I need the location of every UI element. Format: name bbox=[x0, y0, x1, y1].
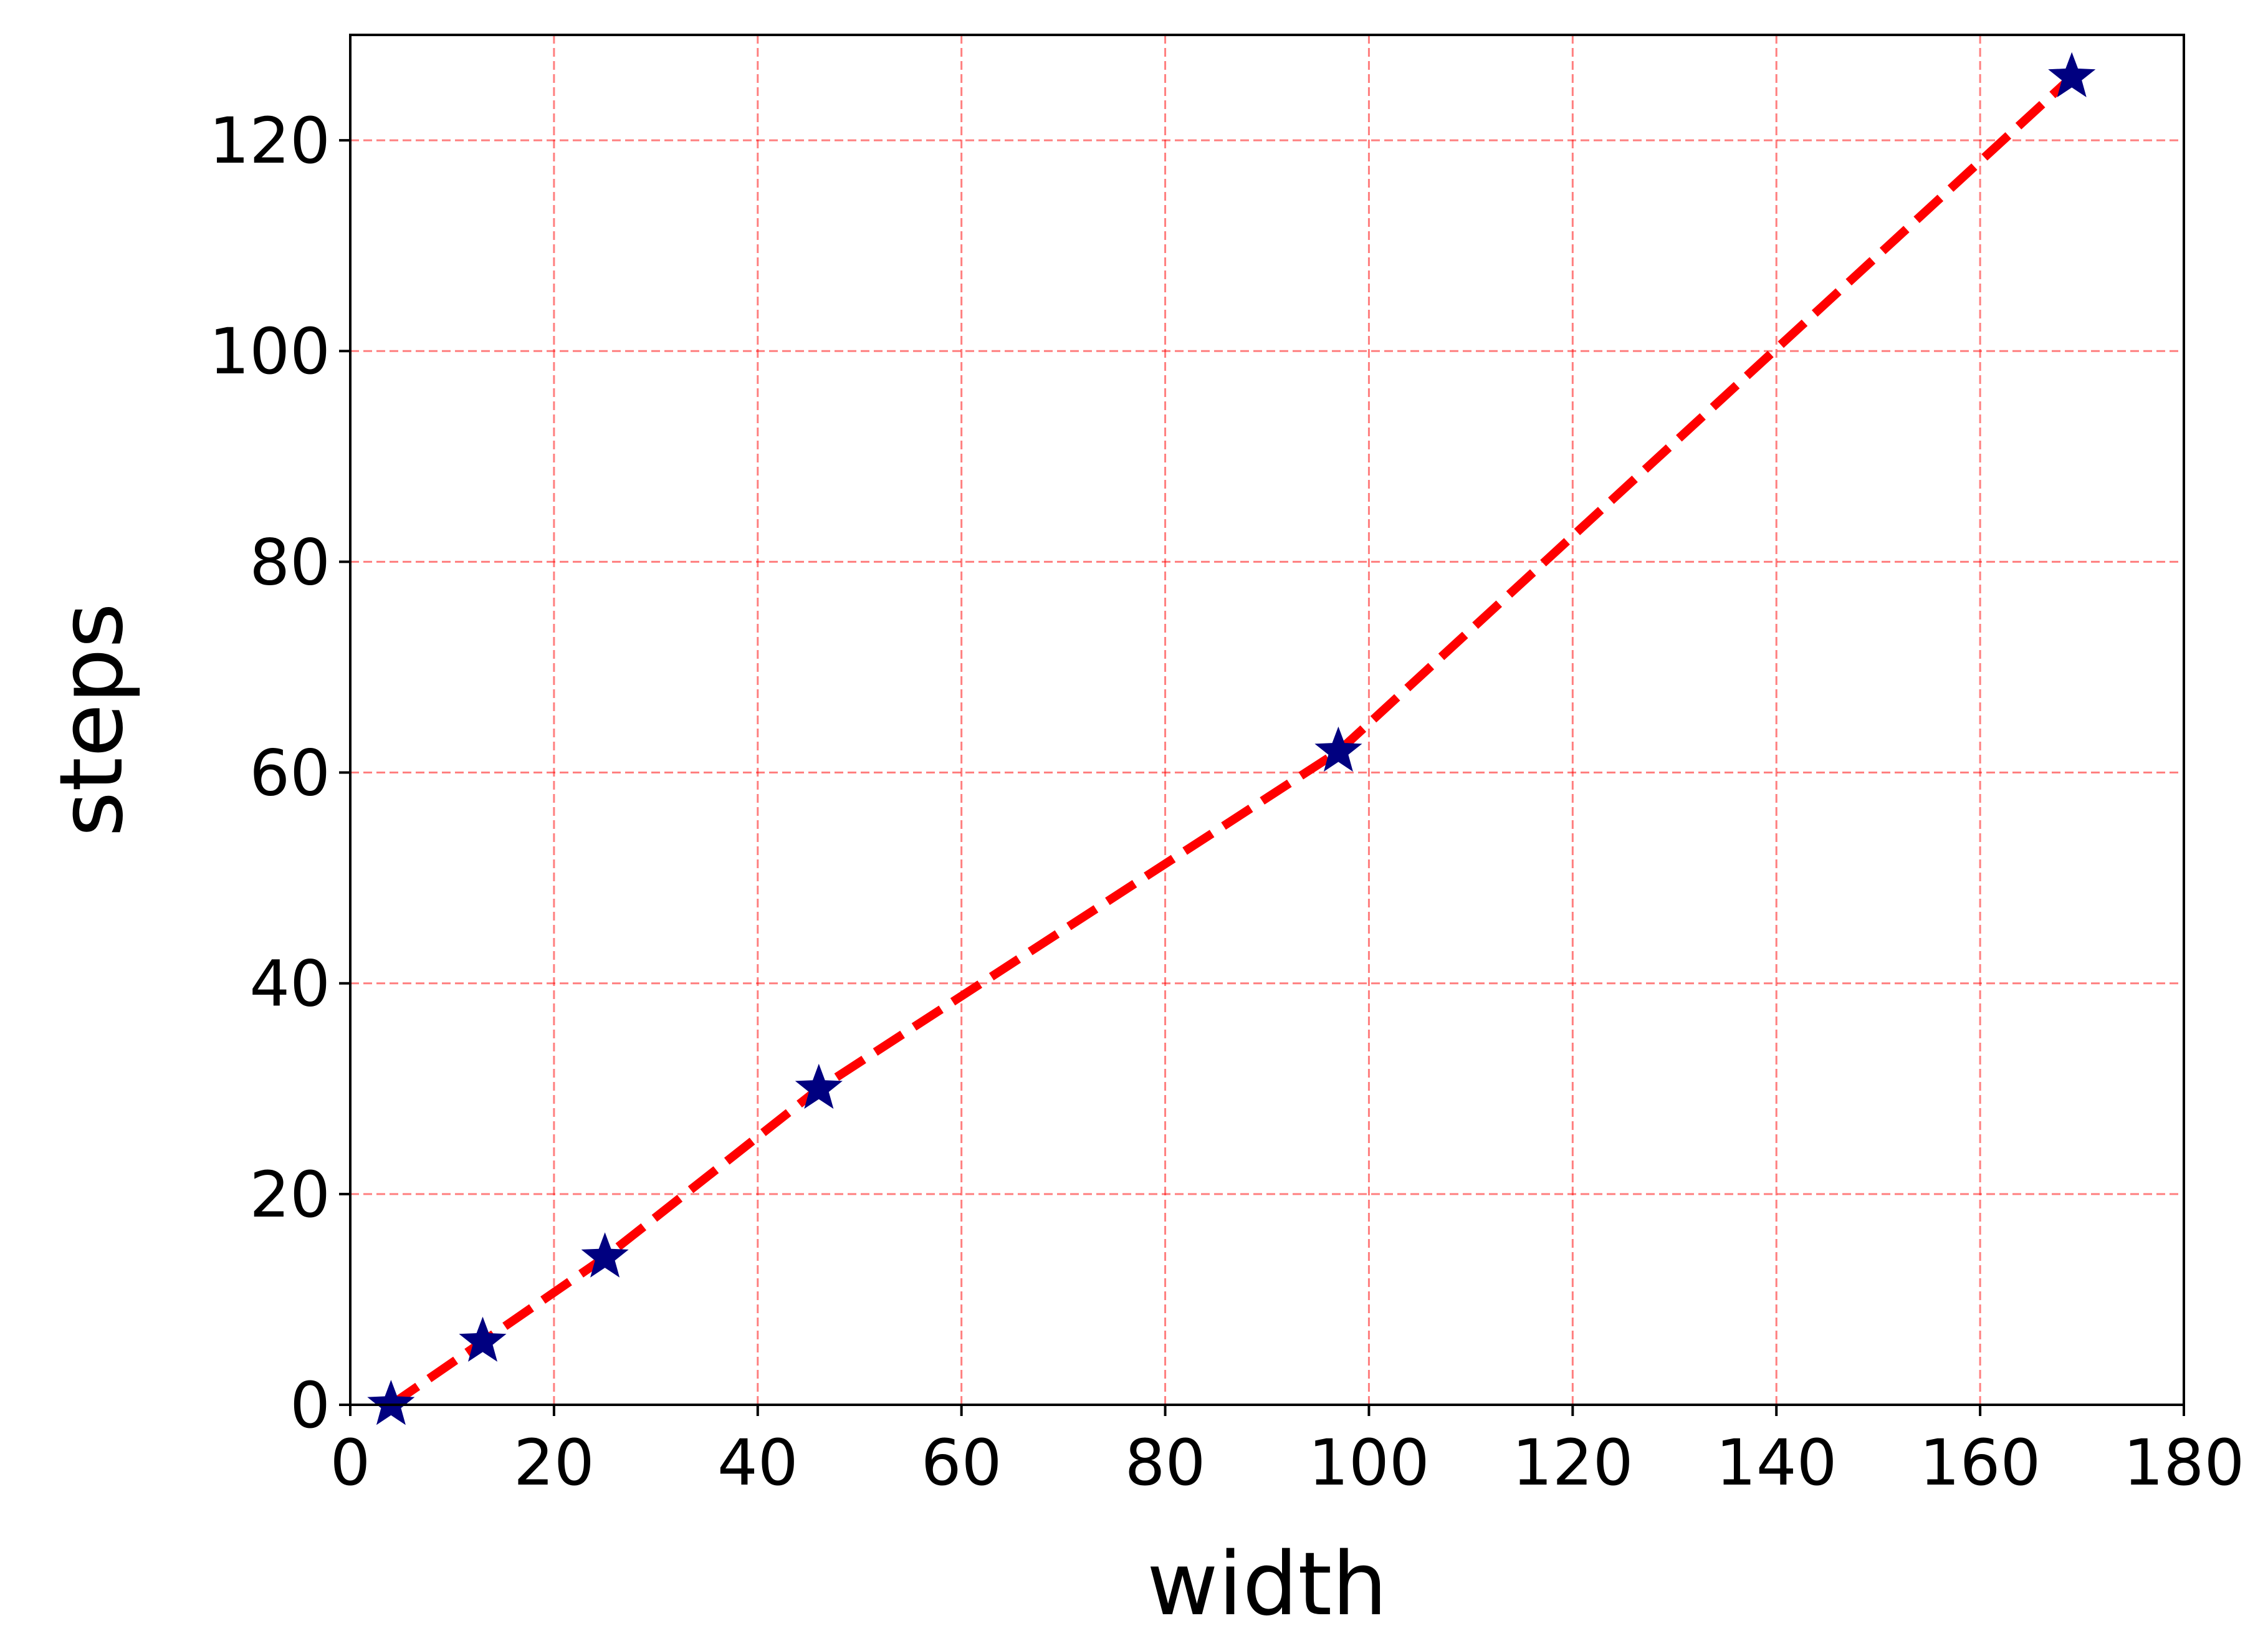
x-tick-label: 20 bbox=[514, 1426, 595, 1500]
star-marker bbox=[795, 1063, 843, 1109]
y-tick-label: 80 bbox=[249, 525, 330, 600]
x-tick-label: 140 bbox=[1716, 1426, 1837, 1500]
star-marker bbox=[459, 1316, 507, 1362]
x-tick-label: 40 bbox=[717, 1426, 798, 1500]
y-tick-label: 100 bbox=[209, 315, 330, 389]
x-tick-label: 80 bbox=[1125, 1426, 1206, 1500]
star-marker bbox=[581, 1232, 629, 1278]
star-marker bbox=[1314, 726, 1362, 772]
x-tick-label: 180 bbox=[2123, 1426, 2245, 1500]
data-line bbox=[388, 74, 2075, 1409]
x-axis-label: width bbox=[1147, 1534, 1387, 1635]
y-tick-label: 0 bbox=[290, 1369, 330, 1443]
star-marker bbox=[367, 1380, 415, 1425]
y-tick-label: 60 bbox=[249, 737, 330, 811]
x-tick-label: 120 bbox=[1512, 1426, 1634, 1500]
x-tick-label: 0 bbox=[330, 1426, 371, 1500]
y-tick-label: 40 bbox=[249, 947, 330, 1022]
x-tick-label: 60 bbox=[921, 1426, 1002, 1500]
y-tick-label: 20 bbox=[249, 1158, 330, 1232]
plot-frame bbox=[349, 34, 2185, 1406]
star-marker bbox=[2048, 52, 2096, 97]
y-tick-label: 120 bbox=[209, 104, 330, 178]
x-tick-label: 100 bbox=[1308, 1426, 1430, 1500]
x-tick-label: 160 bbox=[1920, 1426, 2041, 1500]
y-axis-label: steps bbox=[41, 603, 143, 837]
